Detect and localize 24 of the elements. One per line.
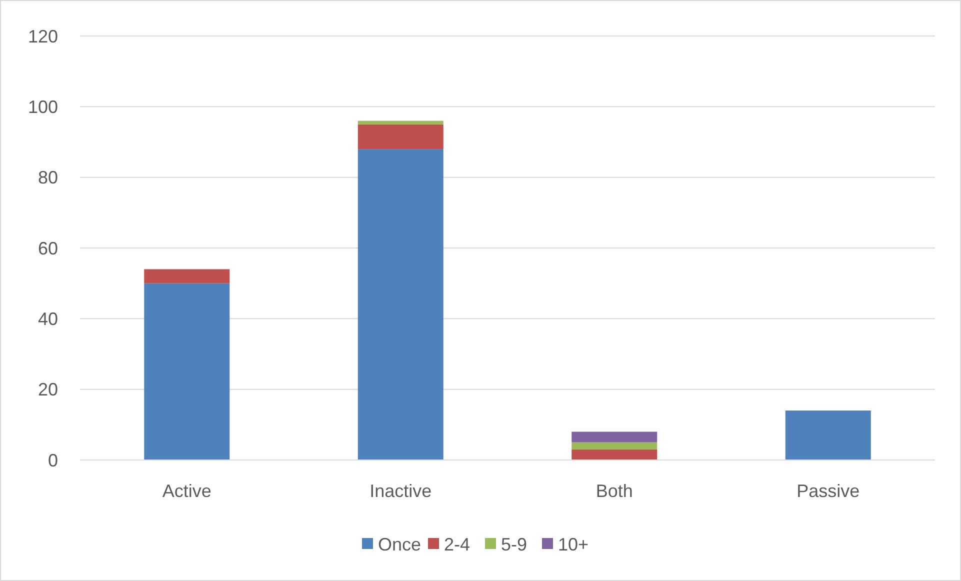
bar bbox=[572, 442, 658, 450]
bar bbox=[144, 283, 230, 460]
y-tick-label: 80 bbox=[38, 168, 58, 188]
y-tick-label: 40 bbox=[38, 308, 58, 329]
bar bbox=[358, 149, 444, 460]
y-tick-label: 60 bbox=[38, 238, 58, 258]
legend-label: 10+ bbox=[558, 534, 589, 554]
legend-label: Once bbox=[378, 534, 422, 554]
x-tick-label: Both bbox=[596, 481, 633, 501]
bar bbox=[572, 432, 658, 442]
legend-label: 5-9 bbox=[501, 534, 528, 554]
x-tick-label: Inactive bbox=[370, 481, 432, 501]
bar bbox=[144, 269, 230, 284]
y-tick-label: 100 bbox=[28, 96, 58, 117]
x-tick-label: Passive bbox=[796, 481, 860, 501]
y-tick-label: 120 bbox=[28, 26, 58, 46]
y-tick-label: 0 bbox=[48, 450, 58, 470]
legend-label: 2-4 bbox=[444, 534, 470, 554]
bar bbox=[358, 124, 444, 150]
x-tick-label: Active bbox=[162, 481, 212, 501]
bar bbox=[785, 410, 871, 460]
y-tick-label: 20 bbox=[38, 380, 58, 400]
bar bbox=[358, 120, 444, 124]
bar bbox=[572, 449, 658, 460]
